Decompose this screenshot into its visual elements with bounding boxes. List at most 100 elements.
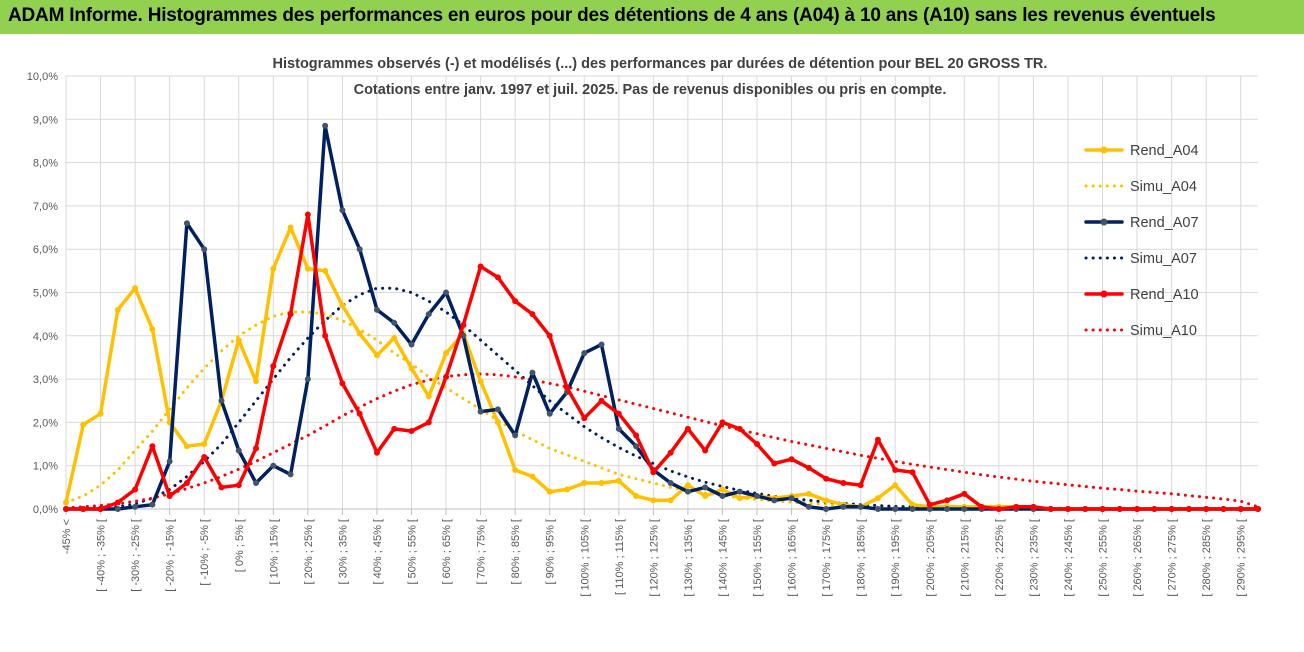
x-tick-label: [ 10% ; 15% [: [268, 519, 280, 584]
data-point: [546, 488, 553, 495]
data-point: [201, 454, 208, 461]
y-tick-label: 3,0%: [33, 374, 58, 386]
data-point: [529, 369, 536, 376]
data-point: [788, 495, 795, 502]
data-point: [874, 495, 881, 502]
data-point: [63, 499, 69, 506]
data-point: [598, 397, 605, 404]
data-point: [201, 246, 208, 253]
data-point: [633, 443, 640, 450]
y-tick-label: 1,0%: [33, 461, 58, 473]
data-point: [63, 506, 69, 512]
x-tick-label: [ 30% ; 35% [: [337, 519, 349, 584]
data-point: [356, 330, 363, 337]
data-point: [97, 506, 104, 512]
data-point: [132, 503, 139, 510]
data-point: [805, 503, 812, 510]
data-point: [132, 285, 139, 292]
data-point: [132, 486, 139, 493]
data-point: [253, 445, 260, 452]
data-point: [218, 484, 225, 491]
data-point: [494, 419, 501, 426]
data-point: [598, 341, 605, 348]
data-point: [1082, 506, 1089, 512]
data-point: [149, 326, 156, 333]
data-point: [114, 306, 121, 313]
chart-background: [0, 34, 1304, 652]
data-point: [287, 224, 294, 231]
data-point: [287, 311, 294, 318]
x-tick-label: [ 50% ; 55% [: [407, 519, 419, 584]
data-point: [339, 207, 346, 214]
data-point: [166, 493, 173, 500]
data-point: [581, 350, 588, 357]
data-point: [304, 265, 311, 272]
data-point: [633, 432, 640, 439]
x-tick-label: [ 200% ; 205% [: [925, 519, 937, 597]
data-point: [114, 499, 121, 506]
data-point: [1237, 506, 1244, 512]
x-tick-label: [ 190% ; 195% [: [890, 519, 902, 597]
y-tick-label: 2,0%: [33, 417, 58, 429]
data-point: [944, 497, 951, 504]
data-point: [684, 488, 691, 495]
data-point: [615, 425, 622, 432]
y-tick-label: 5,0%: [33, 288, 58, 300]
data-point: [874, 436, 881, 443]
data-point: [235, 482, 242, 489]
x-tick-label: [ 20% ; 25% [: [303, 519, 315, 584]
data-point: [1151, 506, 1158, 512]
data-point: [1185, 506, 1192, 512]
legend: Rend_A04 Simu_A04 Rend_A07 Simu_A07 Rend_A10…: [1084, 143, 1199, 339]
x-tick-label: [ 170% ; 175% [: [821, 519, 833, 597]
series-markers-rend_a10: [63, 211, 1261, 512]
data-point: [667, 480, 674, 487]
data-point: [563, 486, 570, 493]
data-point: [684, 482, 691, 489]
data-point: [443, 289, 450, 296]
data-point: [581, 415, 588, 422]
banner-title: ADAM Informe. Histogrammes des performan…: [8, 5, 1216, 26]
y-tick-label: 4,0%: [33, 331, 58, 343]
x-tick-label: [ 150% ; 155% [: [752, 519, 764, 597]
series-line-simu_a10: [64, 372, 1260, 510]
data-point: [373, 449, 380, 456]
data-point: [857, 503, 864, 510]
data-point: [1168, 506, 1175, 512]
legend-label: Simu_A10: [1130, 323, 1197, 339]
data-point: [702, 447, 709, 454]
chart-area: 0,0% 1,0% 2,0% 3,0% 4,0% 5,0% 6,0% 7,0% 8,0% 9,0%…: [0, 34, 1304, 652]
y-tick-label: 9,0%: [33, 114, 58, 126]
data-point: [373, 352, 380, 359]
data-point: [477, 378, 484, 385]
data-point: [425, 311, 432, 318]
data-point: [322, 332, 329, 339]
data-point: [961, 490, 968, 497]
legend-label: Rend_A07: [1130, 215, 1199, 231]
data-point: [598, 480, 605, 487]
data-point: [650, 469, 657, 476]
data-point: [615, 477, 622, 484]
y-tick-label: 8,0%: [33, 158, 58, 170]
x-tick-label: [ 110% ; 115% [: [614, 519, 626, 595]
data-point: [183, 480, 190, 487]
data-point: [512, 467, 519, 474]
x-tick-label: [ 140% ; 145% [: [717, 519, 729, 597]
y-tick-label: 6,0%: [33, 244, 58, 256]
data-point: [149, 501, 156, 508]
data-point: [1220, 506, 1227, 512]
data-point: [391, 319, 398, 326]
data-point: [1203, 506, 1210, 512]
data-point: [1255, 506, 1261, 512]
data-point: [754, 441, 761, 448]
x-tick-label: [ 90% ; 95% [: [545, 519, 557, 584]
data-point: [304, 376, 311, 383]
data-point: [235, 447, 242, 454]
data-point: [253, 378, 260, 385]
data-point: [270, 363, 277, 370]
data-point: [1099, 506, 1106, 512]
data-point: [529, 473, 536, 480]
data-point: [909, 469, 916, 476]
data-point: [581, 480, 588, 487]
x-tick-label: [ 130% ; 135% [: [683, 519, 695, 597]
